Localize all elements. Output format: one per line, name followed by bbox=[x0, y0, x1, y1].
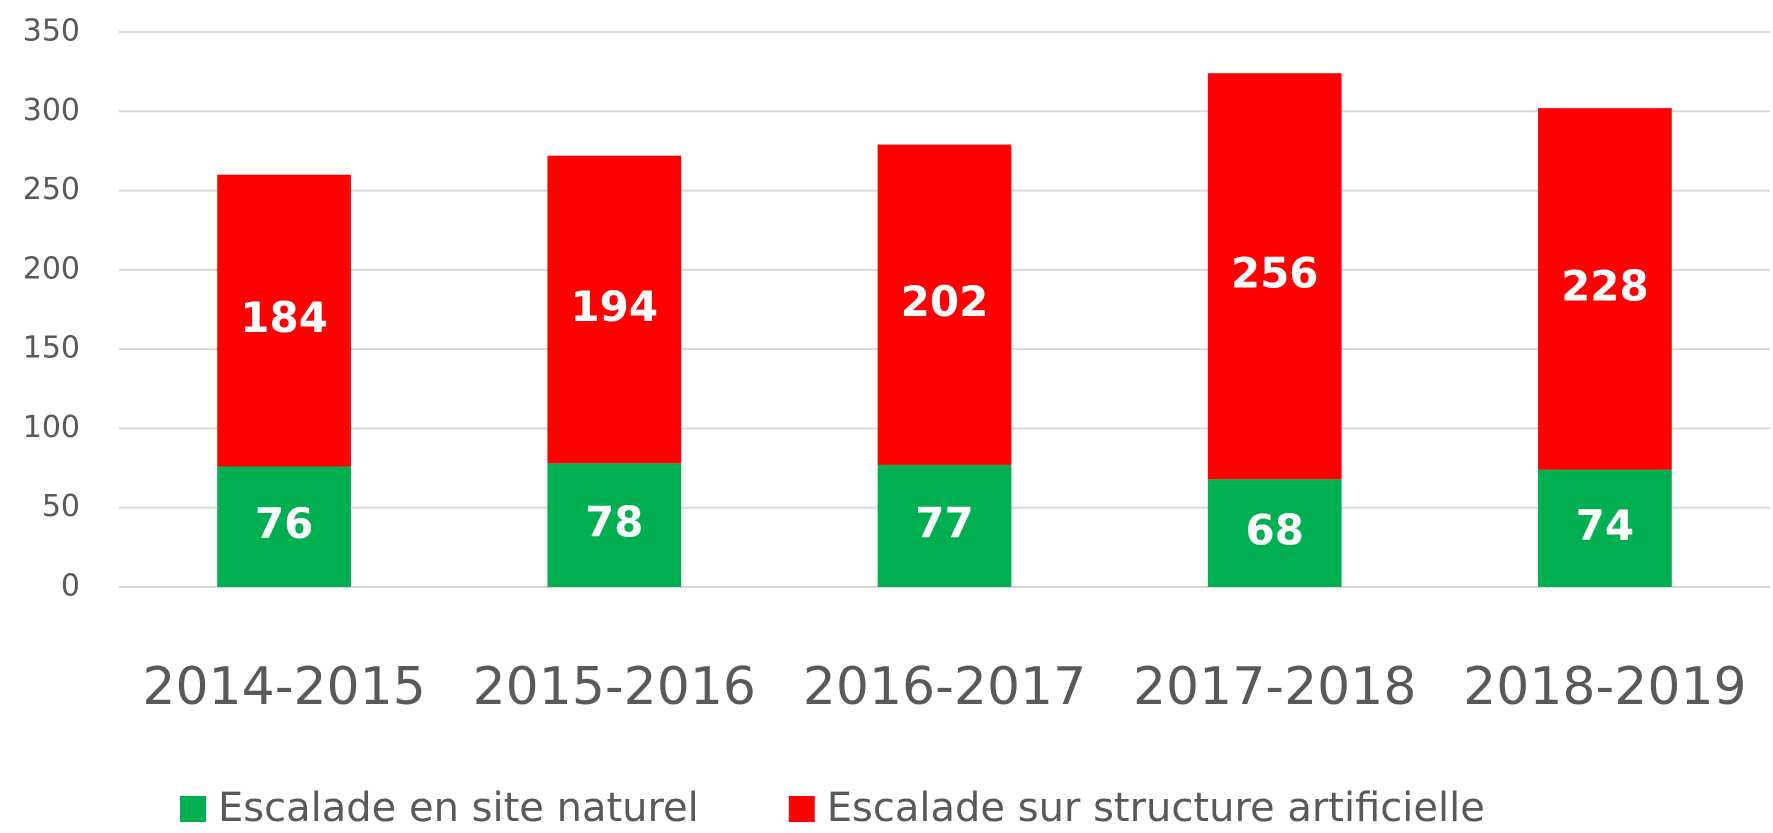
x-tick-label: 2014-2015 bbox=[142, 657, 425, 717]
data-label: 228 bbox=[1561, 261, 1649, 310]
data-label: 76 bbox=[255, 499, 313, 548]
bar-segment bbox=[877, 144, 1012, 465]
x-tick-label: 2017-2018 bbox=[1133, 657, 1416, 717]
y-tick-label: 0 bbox=[61, 569, 80, 604]
bar-segment bbox=[547, 155, 682, 464]
data-label: 68 bbox=[1245, 506, 1303, 555]
legend-swatch bbox=[788, 796, 815, 822]
legend-label: Escalade sur structure artificielle bbox=[827, 785, 1485, 831]
y-tick-label: 250 bbox=[23, 172, 80, 207]
legend-label: Escalade en site naturel bbox=[218, 785, 699, 831]
data-label: 194 bbox=[570, 282, 658, 331]
data-label: 256 bbox=[1231, 249, 1319, 298]
bar-segment bbox=[1538, 469, 1672, 587]
y-tick-label: 50 bbox=[42, 489, 80, 524]
bar-segment bbox=[547, 463, 682, 587]
y-tick-label: 100 bbox=[23, 410, 80, 445]
bar-segment bbox=[1207, 479, 1342, 587]
y-tick-label: 300 bbox=[23, 93, 80, 128]
bar-segment bbox=[1207, 73, 1342, 480]
data-label: 74 bbox=[1576, 501, 1634, 550]
data-label: 78 bbox=[585, 498, 643, 547]
y-tick-label: 350 bbox=[23, 14, 80, 49]
bar-segment bbox=[1538, 108, 1672, 470]
data-label: 184 bbox=[240, 293, 328, 342]
y-tick-label: 150 bbox=[23, 331, 80, 366]
data-label: 202 bbox=[901, 277, 989, 326]
x-tick-label: 2015-2016 bbox=[473, 657, 756, 717]
data-label: 77 bbox=[915, 498, 973, 547]
y-tick-label: 200 bbox=[23, 251, 80, 286]
x-tick-label: 2018-2019 bbox=[1463, 657, 1746, 717]
legend-swatch bbox=[180, 796, 206, 822]
bar-segment bbox=[877, 464, 1012, 587]
bar-segment bbox=[217, 174, 351, 467]
bar-segment bbox=[217, 466, 351, 587]
x-tick-label: 2016-2017 bbox=[803, 657, 1086, 717]
